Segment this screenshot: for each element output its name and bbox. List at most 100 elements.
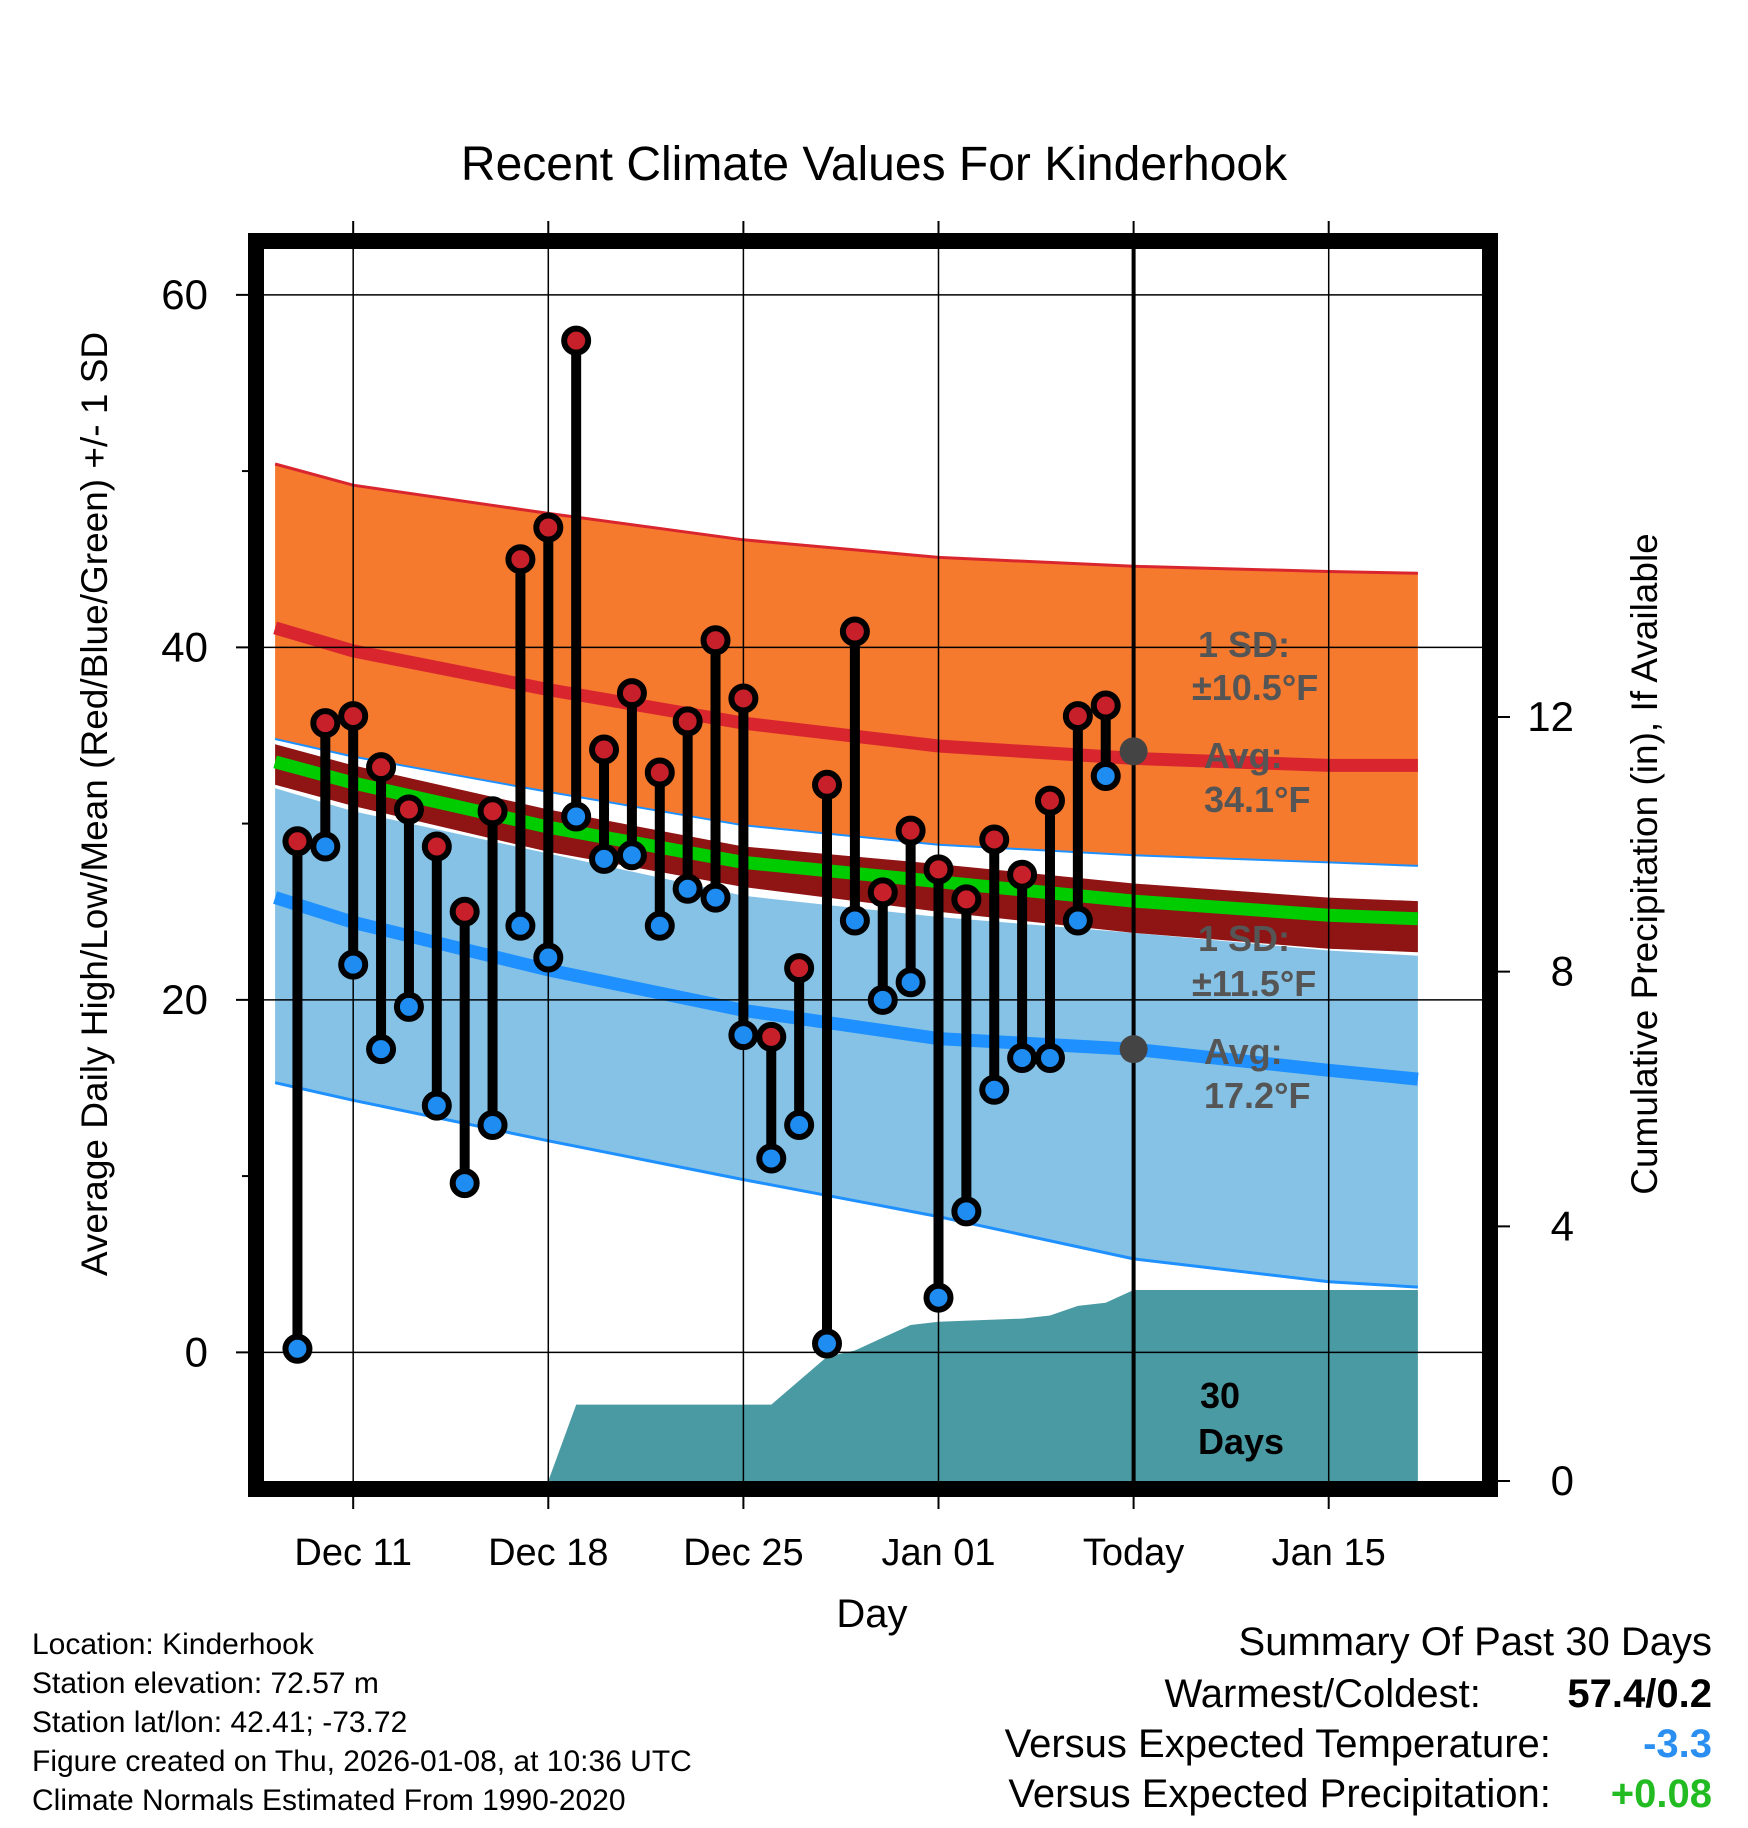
high-temp-point: [561, 325, 592, 356]
x-tick-label: Dec 25: [683, 1532, 803, 1574]
y2-tick-label: 8: [1551, 948, 1574, 995]
summary-temp-value: -3.3: [1643, 1722, 1712, 1766]
low-temp-point: [589, 843, 620, 874]
high-temp-point: [616, 678, 647, 709]
high-temp-point: [700, 625, 731, 656]
x-tick-label: Jan 15: [1272, 1532, 1386, 1574]
y-tick-label: 40: [161, 623, 208, 670]
high-temp-point: [1007, 859, 1038, 890]
high-temp-point: [979, 824, 1010, 855]
high-temp-point: [644, 757, 675, 788]
high-temp-point: [505, 544, 536, 575]
high-temp-point: [282, 826, 313, 857]
low-temp-point: [561, 801, 592, 832]
high-sd-label: 1 SD:: [1198, 624, 1290, 665]
y2-tick-label: 12: [1527, 693, 1574, 740]
low-temp-point: [282, 1333, 313, 1364]
high-temp-point: [923, 854, 954, 885]
low-temp-point: [728, 1020, 759, 1051]
high-temp-point: [756, 1021, 787, 1052]
low-temp-point: [366, 1034, 397, 1065]
low-temp-point: [533, 942, 564, 973]
high-temp-point: [1062, 701, 1093, 732]
meta-location: Location: Kinderhook: [32, 1628, 314, 1661]
low-band-lower-edge: [274, 1081, 1418, 1289]
high-temp-point: [421, 831, 452, 862]
low-temp-point: [700, 882, 731, 913]
low-temp-point: [839, 905, 870, 936]
summary-temp-row: Versus Expected Temperature: -3.3: [1005, 1722, 1712, 1767]
high-temp-point: [393, 794, 424, 825]
low-temp-point: [421, 1090, 452, 1121]
low-temp-point: [756, 1143, 787, 1174]
low-temp-point: [644, 910, 675, 941]
low-temp-point: [449, 1168, 480, 1199]
low-temp-point: [1034, 1042, 1065, 1073]
low-sd-value: ±11.5°F: [1192, 963, 1316, 1004]
summary-title: Summary Of Past 30 Days: [1238, 1620, 1712, 1664]
high-temp-point: [812, 769, 843, 800]
y-tick-label: 0: [185, 1328, 208, 1375]
low-temp-point: [951, 1196, 982, 1227]
days-word-label: Days: [1198, 1421, 1284, 1462]
low-temp-point: [1007, 1042, 1038, 1073]
meta-latlon: Station lat/lon: 42.41; -73.72: [32, 1706, 408, 1739]
precip-area: [548, 1290, 1418, 1483]
high-avg-marker: [1119, 737, 1148, 766]
high-temp-point: [867, 877, 898, 908]
low-temp-point: [505, 910, 536, 941]
x-axis-label: Day: [836, 1592, 907, 1636]
low-temp-point: [812, 1328, 843, 1359]
summary-warmest-label: Warmest/Coldest:: [1164, 1672, 1481, 1716]
high-temp-point: [839, 616, 870, 647]
low-avg-label: Avg:: [1204, 1031, 1283, 1072]
y-tick-label: 20: [161, 976, 208, 1023]
low-temp-point: [672, 873, 703, 904]
high-sd-value: ±10.5°F: [1192, 667, 1318, 708]
high-temp-point: [477, 796, 508, 827]
low-temp-point: [979, 1074, 1010, 1105]
low-temp-point: [1090, 760, 1121, 791]
high-temp-point: [784, 953, 815, 984]
summary-temp-label: Versus Expected Temperature:: [1004, 1722, 1551, 1766]
y-tick-label: 60: [161, 271, 208, 318]
low-temp-point: [310, 831, 341, 862]
low-temp-point: [1062, 905, 1093, 936]
plot-frame: [248, 233, 1498, 1497]
y2-tick-label: 4: [1551, 1202, 1574, 1249]
high-temp-point: [895, 815, 926, 846]
summary-precip-row: Versus Expected Precipitation: +0.08: [1008, 1772, 1712, 1817]
high-temp-point: [310, 708, 341, 739]
normal-high-line: [273, 621, 1418, 772]
summary-precip-value: +0.08: [1610, 1772, 1712, 1816]
days-count-label: 30: [1200, 1375, 1240, 1416]
high-temp-point: [589, 734, 620, 765]
low-temp-point: [784, 1109, 815, 1140]
high-temp-point: [366, 752, 397, 783]
high-temp-point: [672, 706, 703, 737]
high-temp-point: [338, 701, 369, 732]
meta-normals: Climate Normals Estimated From 1990-2020: [32, 1784, 626, 1817]
summary-warmest-value: 57.4/0.2: [1567, 1672, 1712, 1716]
low-temp-point: [895, 967, 926, 998]
x-tick-label: Today: [1083, 1532, 1184, 1574]
low-temp-point: [338, 949, 369, 980]
low-temp-point: [616, 840, 647, 871]
low-sd-label: 1 SD:: [1198, 918, 1290, 959]
high-temp-point: [951, 884, 982, 915]
y2-axis-label: Cumulative Precipitation (in), If Availa…: [1624, 533, 1665, 1195]
meta-created: Figure created on Thu, 2026-01-08, at 10…: [32, 1745, 692, 1778]
summary-precip-label: Versus Expected Precipitation:: [1008, 1772, 1551, 1816]
high-temp-point: [533, 512, 564, 543]
y-axis-label: Average Daily High/Low/Mean (Red/Blue/Gr…: [74, 332, 115, 1276]
low-avg-value: 17.2°F: [1204, 1075, 1310, 1116]
summary-warmest-row: Warmest/Coldest: 57.4/0.2: [1165, 1672, 1713, 1717]
low-temp-point: [477, 1109, 508, 1140]
high-temp-point: [449, 896, 480, 927]
x-tick-label: Dec 18: [488, 1532, 608, 1574]
high-temp-point: [1090, 690, 1121, 721]
low-temp-point: [867, 984, 898, 1015]
high-temp-point: [1034, 785, 1065, 816]
y2-tick-label: 0: [1551, 1457, 1574, 1504]
